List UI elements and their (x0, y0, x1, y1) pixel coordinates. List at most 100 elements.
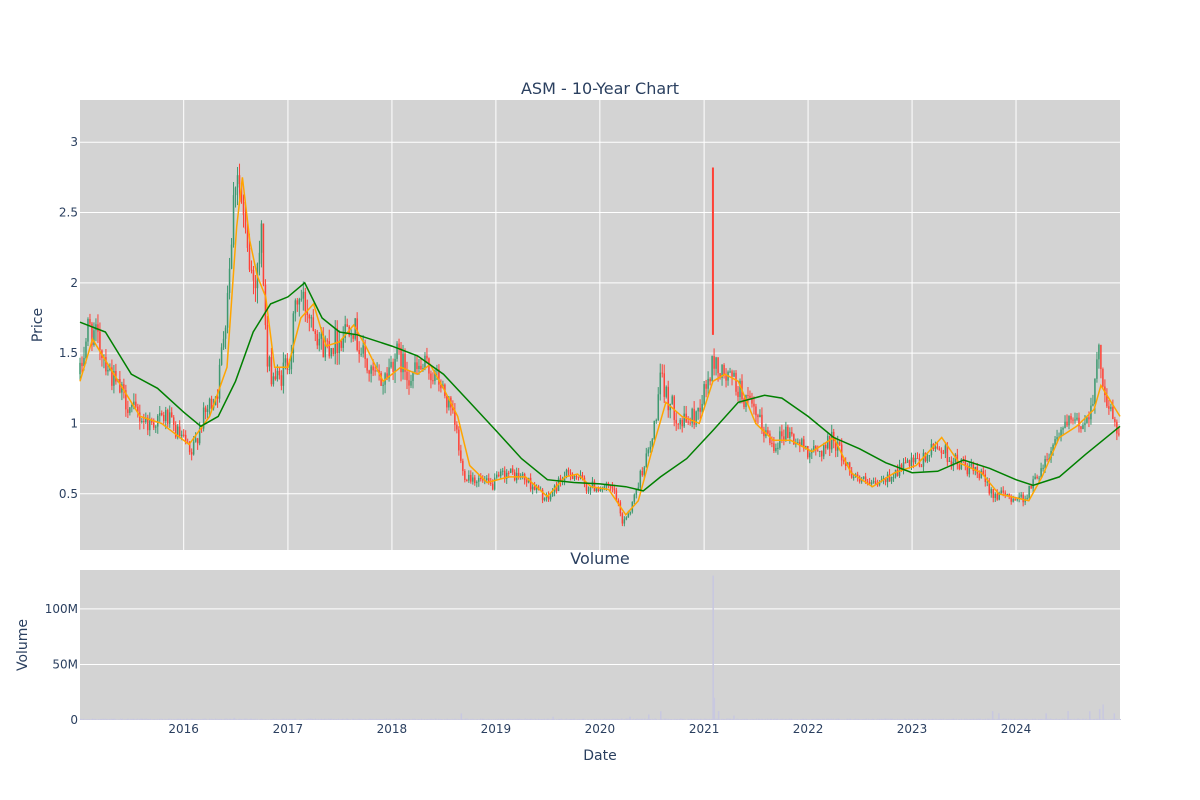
candlestick[interactable] (99, 322, 101, 361)
volume-bar[interactable] (238, 718, 240, 720)
volume-bar[interactable] (968, 719, 970, 720)
volume-bar[interactable] (554, 718, 556, 720)
volume-bar[interactable] (937, 719, 939, 720)
volume-bar[interactable] (524, 718, 526, 720)
volume-bar[interactable] (495, 718, 497, 720)
volume-bar[interactable] (953, 718, 955, 720)
volume-bar[interactable] (503, 719, 505, 720)
candlestick[interactable] (129, 406, 131, 416)
volume-bar[interactable] (681, 718, 683, 720)
candlestick[interactable] (878, 480, 881, 487)
volume-bar[interactable] (562, 719, 564, 720)
volume-bar[interactable] (702, 719, 704, 720)
volume-bar[interactable] (827, 718, 829, 720)
volume-bar[interactable] (397, 718, 399, 720)
volume-bar[interactable] (784, 719, 786, 720)
volume-bar[interactable] (227, 719, 229, 720)
volume-bar[interactable] (434, 718, 436, 720)
volume-bar[interactable] (514, 718, 516, 720)
volume-bar[interactable] (306, 719, 308, 720)
candlestick[interactable] (432, 372, 434, 385)
volume-bar[interactable] (602, 718, 604, 720)
volume-bar[interactable] (868, 719, 870, 720)
volume-bar[interactable] (617, 719, 619, 720)
volume-bar[interactable] (996, 718, 998, 720)
volume-bar[interactable] (1044, 718, 1046, 720)
candlestick[interactable] (713, 348, 715, 376)
volume-bar[interactable] (199, 719, 201, 720)
volume-bar[interactable] (315, 718, 317, 720)
candlestick[interactable] (809, 450, 811, 464)
volume-bar[interactable] (470, 718, 472, 720)
volume-bar[interactable] (1043, 719, 1045, 720)
volume-bar[interactable] (667, 718, 669, 720)
candlestick[interactable] (164, 406, 167, 430)
volume-bar[interactable] (99, 719, 101, 720)
volume-bar[interactable] (933, 719, 935, 720)
volume-bar[interactable] (656, 719, 658, 720)
volume-bar[interactable] (835, 718, 837, 720)
volume-bar[interactable] (158, 719, 160, 720)
candlestick[interactable] (862, 476, 865, 480)
volume-bar[interactable] (400, 719, 402, 720)
volume-bar[interactable] (267, 719, 269, 720)
volume-bar[interactable] (679, 718, 681, 720)
volume-bar[interactable] (1096, 718, 1098, 720)
volume-bar[interactable] (482, 718, 484, 720)
volume-bar[interactable] (437, 719, 439, 720)
volume-bar[interactable] (923, 719, 925, 720)
volume-bar[interactable] (441, 719, 443, 720)
candlestick[interactable] (302, 281, 305, 311)
volume-bar[interactable] (955, 718, 957, 720)
volume-bar[interactable] (720, 718, 722, 720)
volume-bar[interactable] (637, 718, 639, 720)
candlestick[interactable] (783, 429, 785, 446)
volume-bar[interactable] (393, 719, 395, 720)
volume-bar[interactable] (759, 719, 761, 720)
volume-bar[interactable] (988, 718, 990, 720)
volume-bar[interactable] (719, 719, 721, 720)
volume-bar[interactable] (544, 718, 546, 720)
volume-bar[interactable] (329, 718, 331, 720)
candlestick[interactable] (282, 352, 285, 394)
volume-bar[interactable] (627, 718, 629, 720)
volume-bar[interactable] (374, 719, 376, 720)
volume-bar[interactable] (453, 719, 455, 720)
volume-bar[interactable] (646, 719, 648, 720)
volume-bar[interactable] (344, 719, 346, 720)
candlestick[interactable] (296, 297, 299, 312)
volume-bar[interactable] (597, 718, 599, 720)
candlestick[interactable] (168, 405, 171, 428)
volume-bar[interactable] (989, 718, 991, 720)
volume-bar[interactable] (881, 718, 883, 720)
volume-bar[interactable] (222, 719, 224, 720)
candlestick[interactable] (625, 516, 628, 521)
volume-bar[interactable] (754, 719, 756, 720)
volume-bar[interactable] (509, 718, 511, 720)
candlestick[interactable] (135, 393, 137, 409)
volume-bar[interactable] (605, 719, 607, 720)
volume-bar[interactable] (488, 719, 490, 720)
candlestick[interactable] (324, 335, 327, 361)
candlestick[interactable] (649, 441, 652, 453)
volume-bar[interactable] (309, 718, 311, 720)
volume-bar[interactable] (1020, 719, 1022, 720)
volume-bar[interactable] (758, 718, 760, 720)
volume-bar[interactable] (234, 718, 236, 720)
volume-bar[interactable] (311, 718, 313, 720)
volume-bar-spike[interactable] (233, 717, 235, 720)
volume-bar[interactable] (884, 718, 886, 720)
volume-bar[interactable] (514, 719, 516, 720)
volume-bar[interactable] (418, 719, 420, 720)
volume-bar[interactable] (937, 719, 939, 720)
candlestick[interactable] (131, 403, 133, 413)
volume-bar[interactable] (183, 718, 185, 720)
candlestick[interactable] (777, 442, 779, 455)
candlestick[interactable] (517, 467, 520, 480)
volume-bar[interactable] (980, 719, 982, 720)
volume-bar[interactable] (370, 718, 372, 720)
candlestick[interactable] (541, 487, 544, 504)
candlestick[interactable] (190, 448, 193, 461)
candlestick[interactable] (1074, 412, 1076, 424)
candlestick[interactable] (755, 403, 757, 423)
